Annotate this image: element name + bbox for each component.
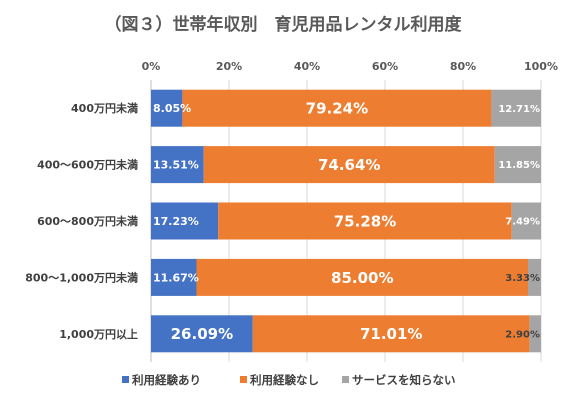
x-tick-label: 0%: [142, 60, 161, 73]
data-label: 75.28%: [334, 212, 396, 230]
bar-segment: [151, 202, 219, 240]
x-tick-label: 80%: [450, 60, 476, 73]
category-labels: 400万円未満 400～600万円未満 600～800万円未満 800～1,000万円…: [25, 101, 138, 341]
x-axis-ticks: 0% 20% 40% 60% 80% 100%: [142, 60, 558, 73]
bar-segment: [151, 89, 183, 127]
category-label: 1,000万円以上: [59, 327, 138, 341]
data-label: 2.90%: [505, 329, 540, 340]
data-label: 71.01%: [360, 325, 422, 343]
category-label: 600～800万円未満: [37, 214, 138, 228]
data-label: 7.49%: [505, 217, 540, 228]
data-label: 85.00%: [331, 269, 393, 287]
bar-segment: [218, 202, 512, 240]
category-label: 400～600万円未満: [37, 158, 138, 172]
data-label: 74.64%: [318, 156, 380, 174]
legend-swatch: [342, 376, 349, 383]
bar-segment: [203, 146, 495, 184]
bar-segment: [196, 258, 529, 296]
data-label: 26.09%: [171, 325, 233, 343]
data-label: 17.23%: [153, 215, 199, 228]
bar-segment: [182, 89, 492, 127]
x-tick-label: 100%: [524, 60, 558, 73]
category-label: 400万円未満: [71, 101, 138, 115]
legend-swatch: [122, 376, 129, 383]
data-label: 11.67%: [153, 271, 199, 284]
bars: [151, 89, 541, 353]
legend-swatch: [240, 376, 247, 383]
data-label: 3.33%: [505, 273, 540, 284]
bar-segment: [151, 315, 253, 353]
legend-label: 利用経験あり: [131, 373, 201, 387]
bar-segment: [491, 89, 541, 127]
data-label: 13.51%: [153, 159, 199, 172]
bar-segment: [528, 258, 541, 296]
legend: 利用経験あり 利用経験なし サービスを知らない: [122, 373, 456, 387]
chart-title: （図３）世帯年収別 育児用品レンタル利用度: [105, 14, 463, 35]
bar-segment: [252, 315, 530, 353]
data-label: 79.24%: [306, 100, 368, 118]
data-label: 12.71%: [498, 104, 540, 115]
bar-segment: [511, 202, 541, 240]
bar-segment: [529, 315, 541, 353]
legend-label: 利用経験なし: [249, 373, 319, 387]
data-label: 8.05%: [153, 102, 191, 115]
x-tick-label: 20%: [216, 60, 242, 73]
data-labels: 8.05% 79.24% 12.71% 13.51% 74.64% 11.85% 17.23…: [153, 100, 540, 344]
data-label: 11.85%: [498, 160, 540, 171]
bar-segment: [151, 146, 204, 184]
bar-segment: [494, 146, 541, 184]
legend-label: サービスを知らない: [352, 373, 456, 387]
x-tick-label: 60%: [372, 60, 398, 73]
bar-segment: [151, 258, 197, 296]
x-tick-label: 40%: [294, 60, 320, 73]
category-label: 800～1,000万円未満: [25, 270, 138, 284]
